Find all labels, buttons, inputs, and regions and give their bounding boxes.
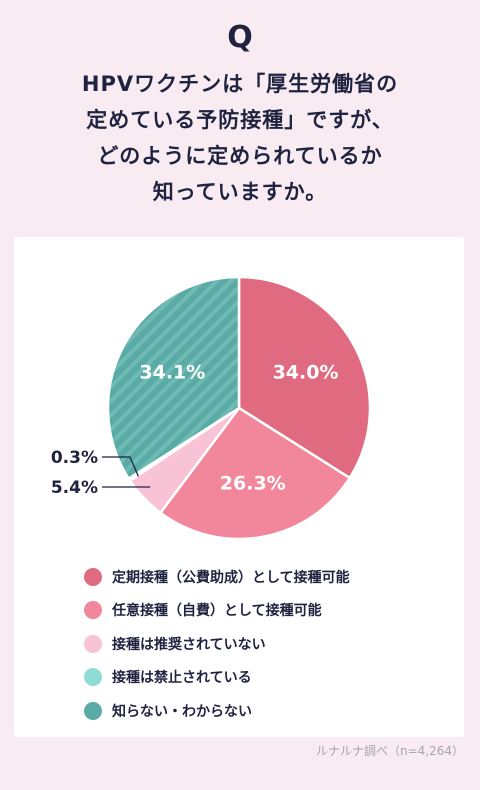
question-line: どのように定められているか [97,144,383,168]
callout-line [102,456,139,477]
legend-swatch [84,634,102,653]
legend-swatch [84,567,102,586]
legend-item: 任意接種（自費）として接種可能 [84,594,350,628]
legend-item: 接種は禁止されている [84,661,350,695]
legend-swatch [84,668,102,687]
question-line: 定めている予防接種」ですが、 [86,108,394,132]
legend-label: 任意接種（自費）として接種可能 [112,603,322,620]
legend-label: 接種は禁止されている [112,670,252,687]
question-line: 知っていますか。 [152,180,328,204]
legend-swatch [84,701,102,720]
pie-slice [158,406,352,541]
question-line: HPVワクチンは「厚生労働省の [81,72,399,96]
question-text: HPVワクチンは「厚生労働省の 定めている予防接種」ですが、 どのように定められ… [0,66,480,210]
slice-value-label: 34.1% [139,362,205,384]
legend-item: 接種は推奨されていない [84,627,350,661]
legend: 定期接種（公費助成）として接種可能 任意接種（自費）として接種可能 接種は推奨さ… [84,560,350,728]
legend-label: 知らない・わからない [112,703,252,720]
slice-value-label: 26.3% [220,473,286,495]
legend-label: 定期接種（公費助成）として接種可能 [112,569,350,586]
source-note: ルナルナ調べ（n=4,264） [315,744,464,758]
pie-slice [106,275,241,481]
legend-swatch [84,601,102,620]
legend-label: 接種は推奨されていない [112,636,266,653]
slice-callout-label: 5.4% [51,478,98,498]
legend-item: 定期接種（公費助成）として接種可能 [84,560,350,594]
slice-value-label: 34.0% [273,361,339,383]
q-mark: Q [227,20,253,55]
slice-callout-label: 0.3% [51,448,98,468]
legend-item: 知らない・わからない [84,694,350,728]
